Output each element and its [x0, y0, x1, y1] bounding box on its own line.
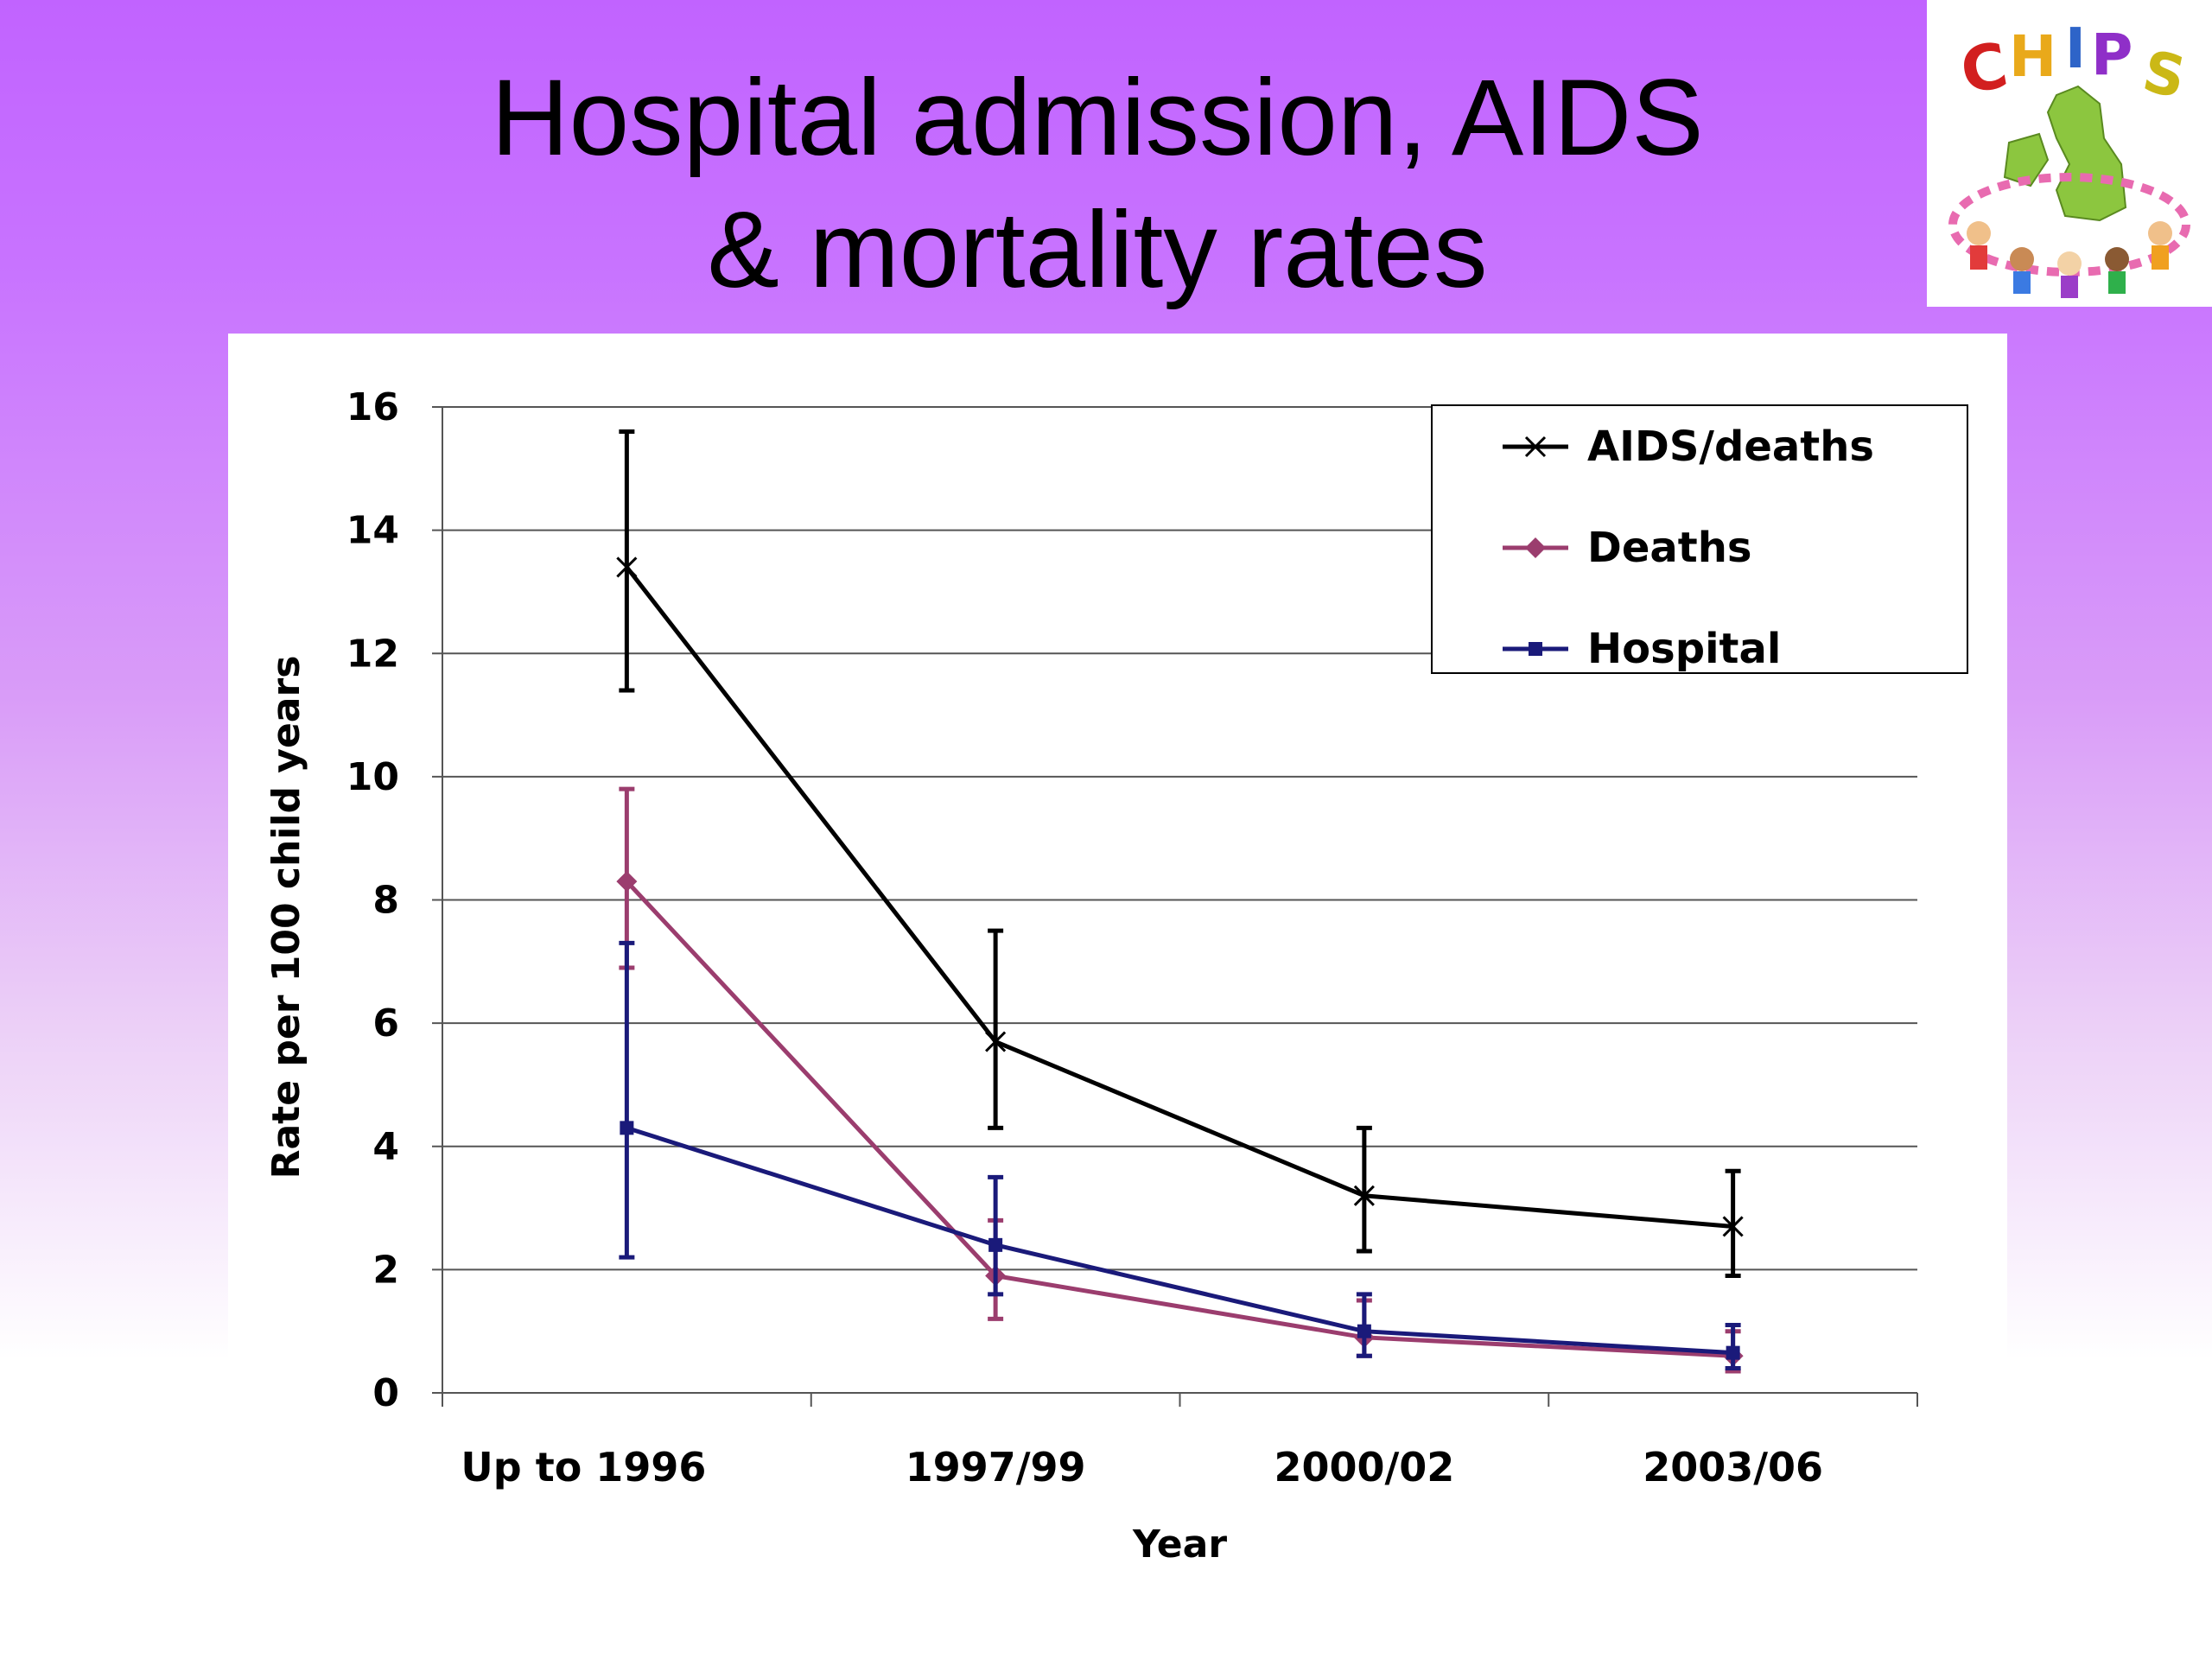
x-marker [1722, 1216, 1744, 1237]
slide-title-line-2: & mortality rates [707, 190, 1488, 310]
x-marker [1524, 435, 1547, 458]
square-marker [988, 1237, 1003, 1252]
diamond-marker [616, 871, 638, 893]
svg-text:C: C [1955, 29, 2013, 108]
slide-title: Hospital admission, AIDS & mortality rat… [259, 52, 1936, 316]
x-marker [616, 556, 638, 578]
series-deaths [616, 786, 1744, 1374]
x-tick-label: 1997/99 [906, 1444, 1086, 1491]
legend-label: AIDS/deaths [1587, 423, 1874, 471]
series-line [625, 565, 1733, 1229]
axes: 0 2 4 6 8 10 12 14 16 Up to 1996 1997/99 2000/02 200… [346, 385, 1918, 1491]
legend-box [1431, 404, 1968, 674]
y-tick-label: 6 [372, 1001, 399, 1046]
y-tick-label: 2 [372, 1248, 399, 1292]
series [616, 429, 1744, 1374]
y-tick-label: 16 [346, 385, 399, 429]
x-axis-title: Year [1132, 1522, 1227, 1567]
legend-item: Hospital [1503, 625, 1781, 673]
chart-panel: 0 2 4 6 8 10 12 14 16 Up to 1996 1997/99 2000/02 200… [228, 334, 2007, 1607]
series-line [625, 880, 1733, 1358]
svg-text:I: I [2065, 17, 2086, 81]
series-line [626, 1125, 1733, 1356]
series-hospital [619, 940, 1741, 1370]
y-tick-label: 4 [372, 1125, 399, 1169]
legend: AIDS/deaths Deaths Hospital [1431, 404, 1968, 674]
y-tick-label: 10 [346, 755, 399, 799]
y-axis-title: Rate per 100 child years [264, 656, 308, 1179]
y-tick-label: 0 [372, 1371, 399, 1415]
diamond-marker [1525, 537, 1546, 558]
legend-item: AIDS/deaths [1503, 423, 1874, 471]
square-marker [1726, 1345, 1740, 1360]
square-marker [1529, 642, 1542, 656]
x-marker [1353, 1185, 1375, 1206]
y-tick-label: 12 [346, 632, 399, 676]
svg-text:P: P [2091, 22, 2133, 88]
x-marker [985, 1031, 1007, 1052]
line-chart: 0 2 4 6 8 10 12 14 16 Up to 1996 1997/99 2000/02 200… [264, 385, 1968, 1567]
legend-label: Hospital [1587, 625, 1781, 673]
svg-text:S: S [2137, 38, 2191, 111]
x-tick-label: 2003/06 [1643, 1444, 1823, 1491]
x-tick-label: Up to 1996 [461, 1444, 706, 1491]
square-marker [1357, 1324, 1371, 1338]
svg-text:H: H [2009, 23, 2056, 90]
y-tick-label: 8 [372, 879, 399, 923]
legend-label: Deaths [1587, 524, 1751, 572]
legend-item: Deaths [1503, 524, 1751, 572]
square-marker [620, 1121, 634, 1135]
chips-logo: C H I P S [1927, 0, 2212, 307]
chips-logo-graphic: C H I P S [1948, 17, 2191, 298]
y-tick-label: 14 [346, 509, 399, 553]
series-aids-deaths [616, 429, 1744, 1279]
slide-title-line-1: Hospital admission, AIDS [491, 58, 1704, 178]
x-tick-label: 2000/02 [1274, 1444, 1454, 1491]
